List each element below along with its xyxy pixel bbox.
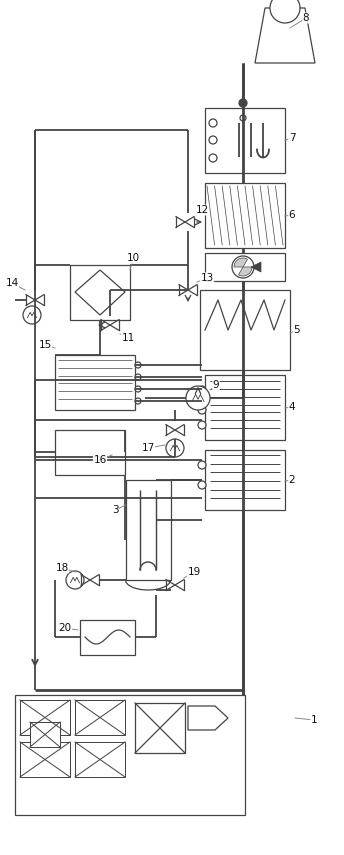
Text: 16: 16 bbox=[93, 455, 107, 465]
Text: 15: 15 bbox=[39, 340, 52, 350]
Bar bbox=[135, 703, 185, 753]
Bar bbox=[205, 375, 285, 440]
Bar bbox=[20, 742, 70, 777]
Bar bbox=[205, 183, 285, 248]
Text: 4: 4 bbox=[289, 402, 295, 412]
Circle shape bbox=[239, 99, 247, 107]
Circle shape bbox=[209, 136, 217, 144]
Bar bbox=[205, 450, 285, 510]
Text: 11: 11 bbox=[121, 333, 135, 343]
Circle shape bbox=[198, 421, 206, 429]
Circle shape bbox=[198, 386, 206, 394]
Wedge shape bbox=[234, 258, 247, 267]
Text: 20: 20 bbox=[58, 623, 72, 633]
Circle shape bbox=[186, 386, 210, 410]
Text: 10: 10 bbox=[127, 253, 140, 263]
Bar bbox=[205, 253, 285, 281]
Bar bbox=[200, 290, 290, 370]
Text: 9: 9 bbox=[213, 380, 219, 390]
Circle shape bbox=[135, 362, 141, 368]
Bar bbox=[205, 108, 285, 173]
Circle shape bbox=[23, 306, 41, 324]
Bar bbox=[15, 695, 245, 815]
Polygon shape bbox=[251, 262, 261, 272]
Bar bbox=[70, 265, 130, 320]
Text: 7: 7 bbox=[289, 133, 295, 143]
Circle shape bbox=[198, 406, 206, 414]
Bar bbox=[126, 480, 171, 580]
Circle shape bbox=[198, 461, 206, 469]
Circle shape bbox=[209, 119, 217, 127]
Bar bbox=[80, 620, 135, 655]
Circle shape bbox=[198, 481, 206, 489]
Text: 2: 2 bbox=[289, 475, 295, 485]
Text: 5: 5 bbox=[294, 325, 300, 335]
Text: 6: 6 bbox=[289, 210, 295, 220]
Text: 1: 1 bbox=[311, 715, 317, 725]
Wedge shape bbox=[238, 267, 252, 276]
Bar bbox=[75, 742, 125, 777]
Circle shape bbox=[232, 256, 254, 278]
Circle shape bbox=[270, 0, 300, 23]
Text: 8: 8 bbox=[303, 13, 309, 23]
Bar bbox=[20, 700, 70, 735]
Text: 3: 3 bbox=[112, 505, 118, 515]
Text: 17: 17 bbox=[141, 443, 154, 453]
Circle shape bbox=[240, 115, 246, 121]
Text: 18: 18 bbox=[55, 563, 68, 573]
Text: 19: 19 bbox=[187, 567, 201, 577]
Bar bbox=[75, 700, 125, 735]
Circle shape bbox=[135, 398, 141, 404]
Circle shape bbox=[166, 439, 184, 457]
Circle shape bbox=[135, 386, 141, 392]
Circle shape bbox=[135, 374, 141, 380]
Bar bbox=[55, 355, 135, 410]
Text: 12: 12 bbox=[195, 205, 208, 215]
Circle shape bbox=[66, 571, 84, 589]
Text: 13: 13 bbox=[200, 273, 214, 283]
Bar bbox=[30, 722, 60, 747]
Circle shape bbox=[209, 154, 217, 162]
Bar bbox=[55, 430, 125, 475]
Text: 14: 14 bbox=[6, 278, 19, 288]
